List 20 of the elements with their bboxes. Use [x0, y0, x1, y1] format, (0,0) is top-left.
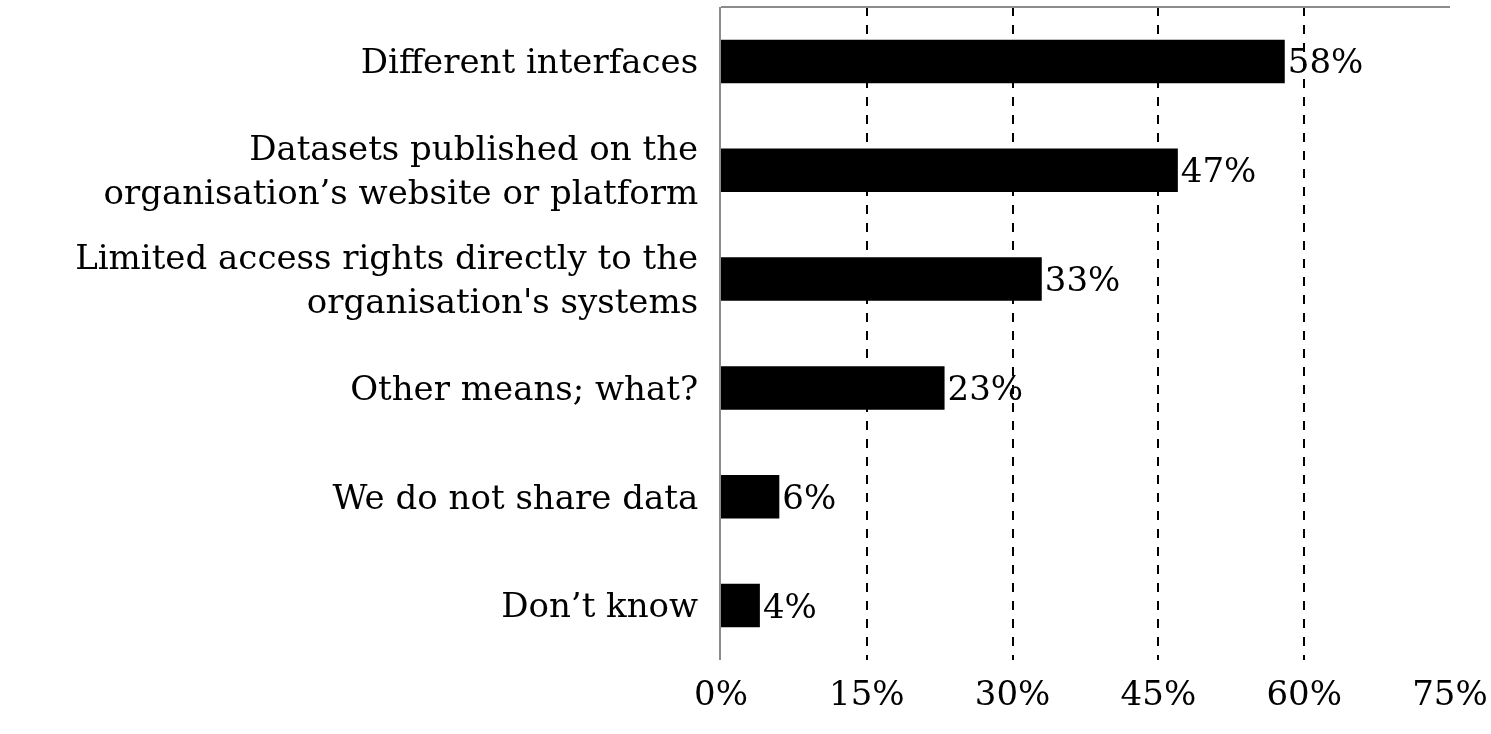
data-label: 58%: [1287, 41, 1364, 82]
x-tick-label: 60%: [1266, 673, 1342, 713]
x-tick-label: 15%: [829, 673, 905, 713]
data-label: 6%: [782, 476, 837, 517]
y-tick-label: Datasets published on the organisation’s website or platform: [103, 128, 699, 213]
y-tick-label: Limited access rights directly to the organisation's systems: [75, 236, 699, 322]
data-label: 4%: [762, 585, 817, 626]
bar: [721, 583, 760, 628]
y-tick-label: We do not share data: [332, 476, 699, 517]
bar: [721, 474, 780, 519]
y-tick-label: Don’t know: [501, 585, 699, 626]
y-tick-label: Other means; what?: [350, 367, 699, 408]
data-label: 47%: [1180, 150, 1257, 191]
x-tick-label: 30%: [974, 673, 1051, 713]
x-tick-label: 75%: [1412, 673, 1488, 713]
x-tick-label: 0%: [694, 673, 748, 713]
data-label: 33%: [1044, 259, 1121, 300]
x-tick-label: 45%: [1120, 673, 1197, 713]
y-tick-label: Different interfaces: [360, 41, 699, 82]
data-label: 23%: [947, 367, 1024, 408]
